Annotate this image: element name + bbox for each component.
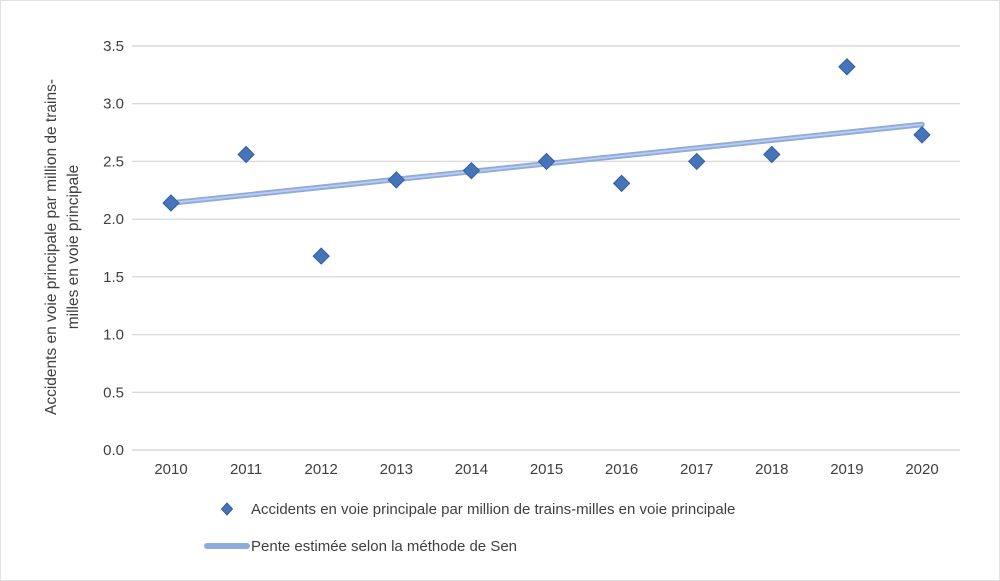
data-point	[462, 161, 481, 180]
x-tick-label: 2015	[530, 461, 563, 478]
y-tick-label: 2.0	[103, 211, 124, 228]
data-point	[312, 247, 330, 265]
y-tick-label: 1.5	[103, 269, 124, 286]
data-point	[537, 152, 556, 171]
data-point	[913, 126, 931, 144]
x-tick-label: 2014	[455, 461, 488, 478]
legend-label-sen-slope: Pente estimée selon la méthode de Sen	[251, 537, 518, 555]
x-tick-label: 2013	[380, 461, 413, 478]
data-point	[237, 145, 255, 164]
data-point	[687, 152, 706, 171]
y-tick-label: 3.0	[103, 96, 124, 113]
chart-legend: Accidents en voie principale par million…	[203, 497, 735, 558]
data-point	[838, 58, 856, 76]
data-point	[763, 145, 781, 164]
trend-line-swatch-icon	[204, 543, 250, 549]
data-point	[387, 171, 406, 189]
y-tick-label: 0.5	[103, 384, 124, 401]
y-tick-label: 1.0	[103, 327, 124, 344]
y-tick-label: 3.5	[103, 38, 124, 55]
legend-item-accidents: Accidents en voie principale par million…	[203, 497, 735, 521]
x-tick-label: 2010	[154, 461, 187, 478]
y-tick-label: 2.5	[103, 153, 124, 170]
x-tick-label: 2012	[305, 461, 338, 478]
x-tick-label: 2018	[755, 461, 788, 478]
x-tick-label: 2020	[905, 461, 938, 478]
data-point	[612, 174, 631, 193]
x-tick-label: 2016	[605, 461, 638, 478]
diamond-marker-icon	[220, 502, 234, 516]
x-tick-label: 2019	[830, 461, 863, 478]
x-tick-label: 2017	[680, 461, 713, 478]
legend-item-sen-slope: Pente estimée selon la méthode de Sen	[203, 534, 735, 558]
data-point	[162, 194, 180, 212]
y-tick-label: 0.0	[103, 442, 124, 459]
x-tick-label: 2011	[230, 461, 262, 478]
legend-label-accidents: Accidents en voie principale par million…	[251, 500, 736, 518]
